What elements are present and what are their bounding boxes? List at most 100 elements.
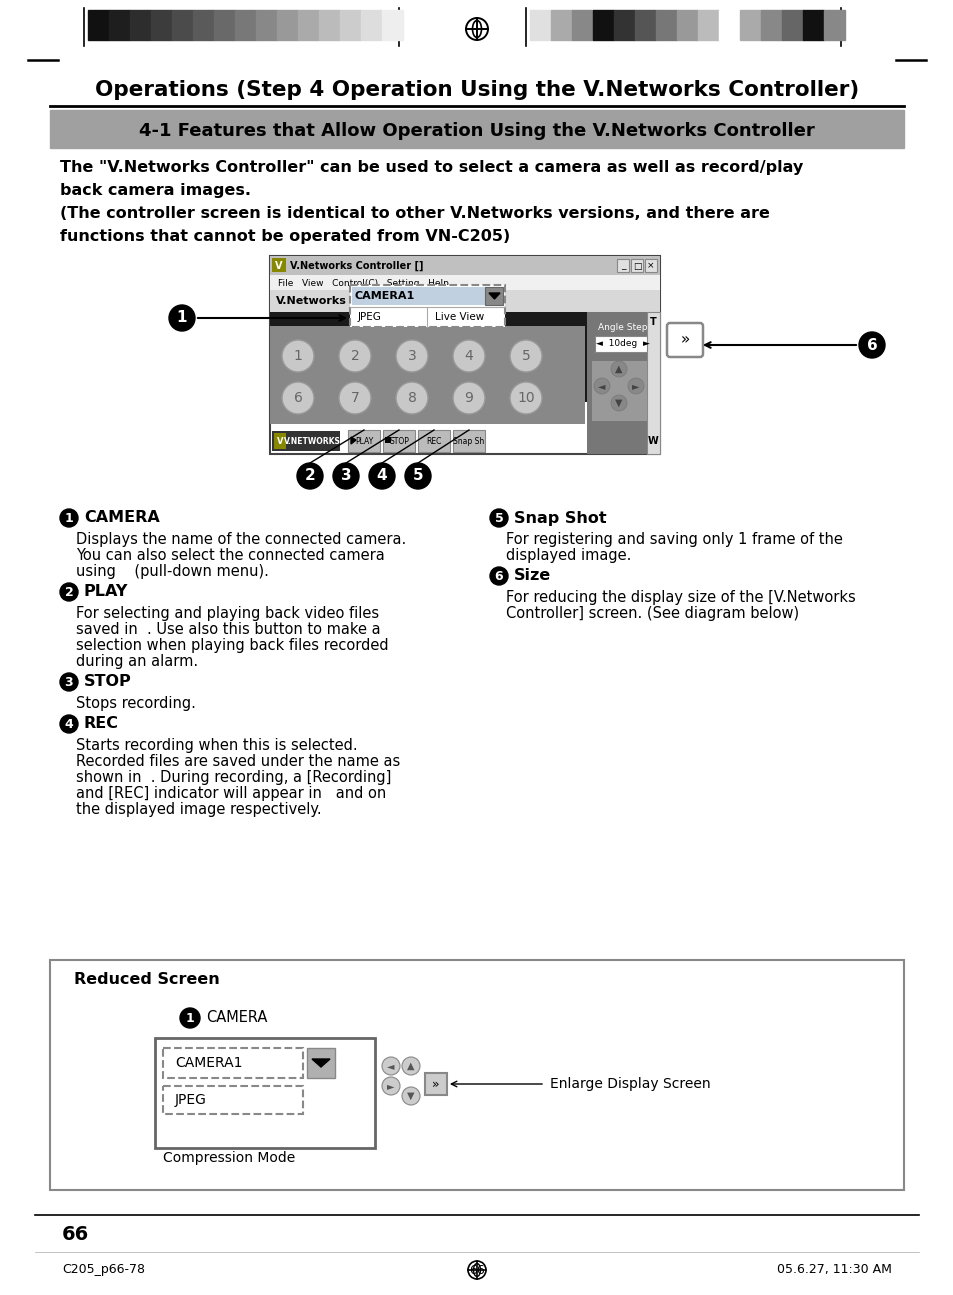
Text: Enlarge Display Screen: Enlarge Display Screen — [550, 1077, 710, 1090]
Text: ►: ► — [387, 1081, 395, 1090]
Bar — [781, 10, 802, 40]
Text: 66: 66 — [62, 1225, 90, 1244]
Bar — [381, 10, 402, 40]
Circle shape — [60, 509, 78, 527]
Bar — [352, 287, 502, 306]
Text: Angle Step: Angle Step — [598, 324, 647, 333]
Bar — [595, 335, 651, 352]
Text: during an alarm.: during an alarm. — [76, 654, 198, 670]
Text: 7: 7 — [351, 391, 359, 405]
Bar — [270, 312, 659, 401]
Text: PLAY: PLAY — [355, 436, 373, 445]
Text: For selecting and playing back video files: For selecting and playing back video fil… — [76, 606, 378, 622]
Bar — [234, 10, 255, 40]
Bar — [644, 259, 657, 272]
Text: 5: 5 — [413, 469, 423, 483]
Bar — [424, 1074, 447, 1096]
Bar — [163, 1087, 303, 1114]
Bar — [823, 10, 844, 40]
Text: using    (pull-down menu).: using (pull-down menu). — [76, 565, 269, 579]
Text: shown in  . During recording, a [Recording]: shown in . During recording, a [Recordin… — [76, 771, 391, 785]
Text: 10: 10 — [517, 391, 535, 405]
Text: CAMERA: CAMERA — [84, 510, 159, 526]
Bar — [760, 10, 781, 40]
Circle shape — [338, 382, 371, 414]
Text: and [REC] indicator will appear in   and on: and [REC] indicator will appear in and o… — [76, 786, 386, 802]
Text: For reducing the display size of the [V.Networks: For reducing the display size of the [V.… — [505, 591, 855, 605]
Text: Controller] screen. (See diagram below): Controller] screen. (See diagram below) — [505, 606, 799, 622]
Bar — [193, 10, 213, 40]
Text: 4-1 Features that Allow Operation Using the V.Networks Controller: 4-1 Features that Allow Operation Using … — [139, 122, 814, 140]
Bar — [350, 285, 504, 328]
Text: Stops recording.: Stops recording. — [76, 695, 195, 711]
Text: Reduced Screen: Reduced Screen — [74, 973, 219, 988]
Text: File   View   Control(C)   Setting   Help: File View Control(C) Setting Help — [277, 278, 449, 287]
Text: Recorded files are saved under the name as: Recorded files are saved under the name … — [76, 754, 400, 769]
Circle shape — [60, 673, 78, 692]
Bar — [307, 1048, 335, 1077]
Bar — [360, 10, 381, 40]
Circle shape — [453, 382, 484, 414]
Bar — [551, 10, 572, 40]
Text: C205_p66-78: C205_p66-78 — [62, 1264, 145, 1277]
Text: STOP: STOP — [84, 675, 132, 689]
Text: T: T — [649, 317, 656, 328]
Bar — [593, 10, 614, 40]
Bar — [318, 10, 339, 40]
Bar — [698, 10, 719, 40]
Text: Snap Shot: Snap Shot — [514, 510, 606, 526]
Text: 2: 2 — [304, 469, 315, 483]
Bar — [270, 256, 659, 275]
Bar — [617, 259, 628, 272]
Text: ▲: ▲ — [615, 364, 622, 374]
Circle shape — [381, 1057, 399, 1075]
Text: 2: 2 — [65, 585, 73, 598]
Text: ◄: ◄ — [387, 1061, 395, 1071]
Text: Compression Mode: Compression Mode — [163, 1151, 294, 1166]
Text: REC: REC — [426, 436, 441, 445]
Bar — [677, 10, 698, 40]
Text: □: □ — [632, 262, 640, 271]
Text: JPEG: JPEG — [174, 1093, 207, 1107]
Circle shape — [395, 341, 428, 372]
Bar — [109, 10, 130, 40]
Bar — [417, 430, 450, 452]
Circle shape — [395, 382, 428, 414]
Text: Size: Size — [514, 569, 551, 584]
Circle shape — [296, 464, 323, 490]
Text: PLAY: PLAY — [84, 584, 129, 600]
Text: CAMERA1: CAMERA1 — [355, 291, 415, 300]
Bar — [339, 10, 360, 40]
Text: 4: 4 — [376, 469, 387, 483]
Text: 8: 8 — [407, 391, 416, 405]
Bar — [50, 110, 903, 148]
Bar — [592, 361, 646, 421]
Circle shape — [333, 464, 358, 490]
Text: 5: 5 — [494, 512, 503, 524]
Text: Snap Sh: Snap Sh — [453, 436, 484, 445]
Text: 9: 9 — [464, 391, 473, 405]
Bar — [270, 290, 659, 312]
Bar — [348, 430, 379, 452]
Circle shape — [60, 715, 78, 733]
Text: 6: 6 — [294, 391, 302, 405]
Circle shape — [858, 332, 884, 357]
Bar — [272, 258, 286, 272]
Text: V: V — [276, 436, 283, 445]
Circle shape — [169, 306, 194, 332]
Circle shape — [510, 341, 541, 372]
Circle shape — [490, 509, 507, 527]
Text: ×: × — [646, 262, 654, 271]
Bar — [50, 960, 903, 1190]
Text: W: W — [647, 436, 658, 445]
Text: The "V.Networks Controller" can be used to select a camera as well as record/pla: The "V.Networks Controller" can be used … — [60, 161, 802, 198]
Circle shape — [381, 1077, 399, 1096]
Circle shape — [369, 464, 395, 490]
Text: CAMERA: CAMERA — [206, 1010, 267, 1026]
Text: ◄: ◄ — [598, 381, 605, 391]
Text: 3: 3 — [340, 469, 351, 483]
Bar — [382, 430, 415, 452]
Bar — [484, 287, 502, 306]
Bar — [614, 10, 635, 40]
Polygon shape — [312, 1059, 330, 1067]
